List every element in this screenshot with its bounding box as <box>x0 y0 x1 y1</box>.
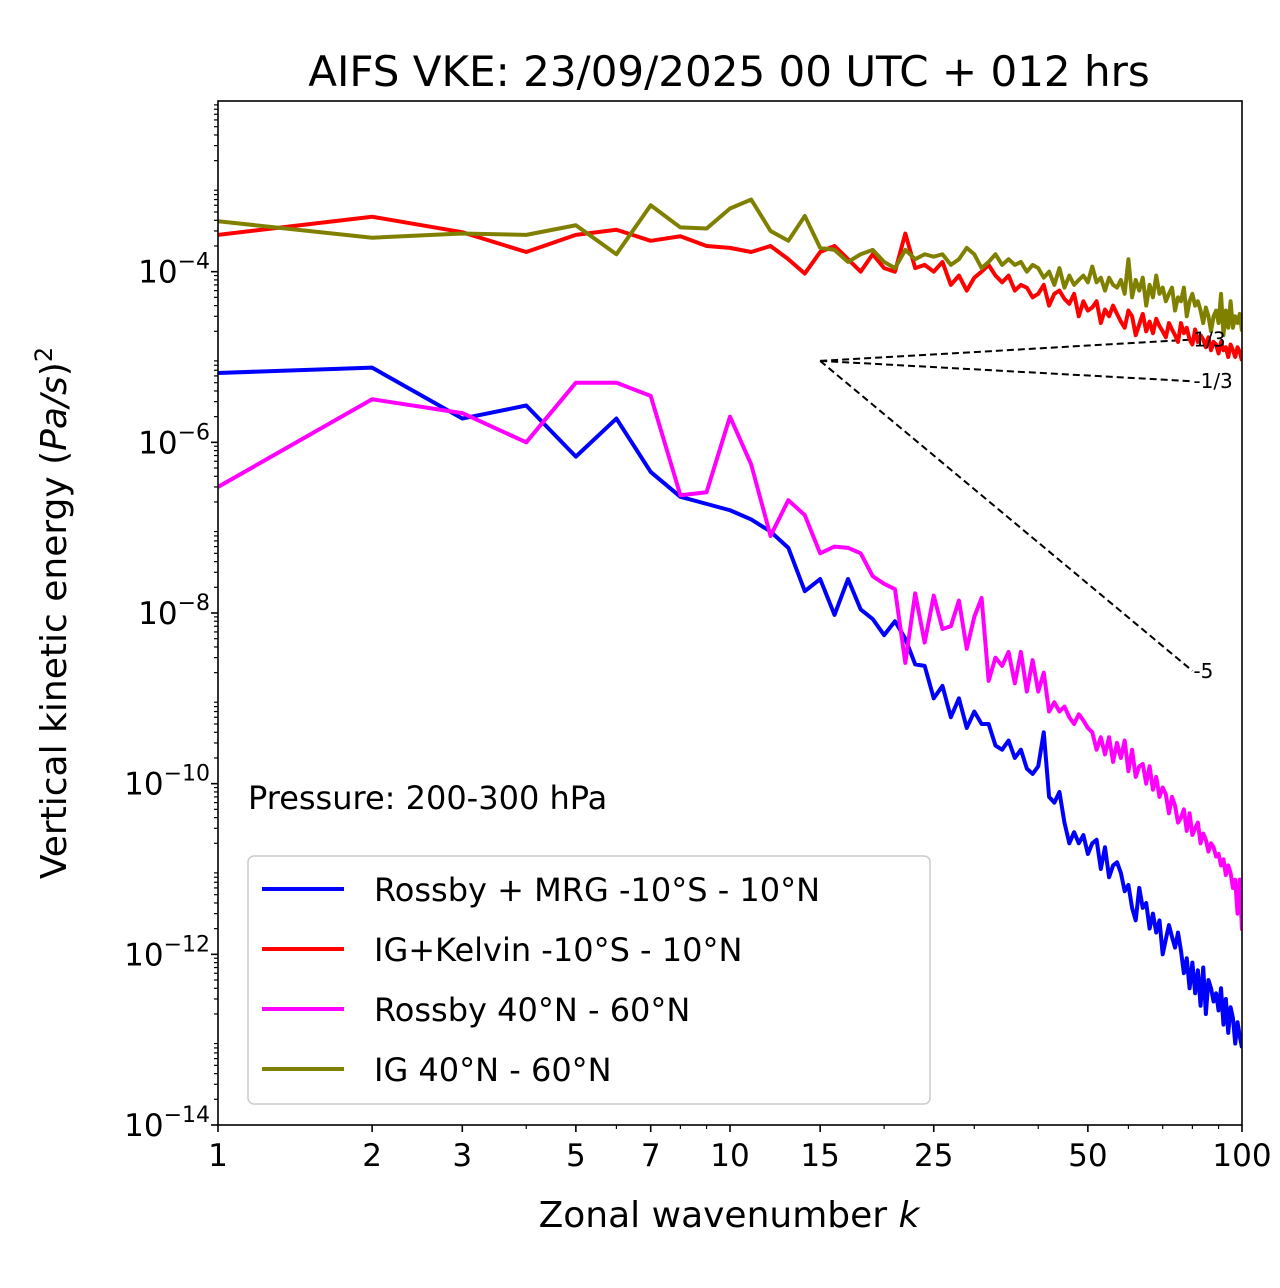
x-tick-label-4: 7 <box>641 1138 661 1174</box>
y-tick-label-3: 10−10 <box>124 762 210 803</box>
legend-label-ig-kelvin: IG+Kelvin -10°S - 10°N <box>374 931 742 969</box>
y-axis-title: Vertical kinetic energy (Pa/s)2 <box>30 347 75 879</box>
slope-line-1 <box>820 359 1193 383</box>
legend-label-ig-midlat: IG 40°N - 60°N <box>374 1051 612 1089</box>
y-tick-exp: −8 <box>178 591 210 616</box>
x-tick-label-0: 1 <box>208 1138 228 1174</box>
x-tick-label-9: 100 <box>1212 1138 1271 1174</box>
y-tick-label-1: 10−6 <box>138 420 210 461</box>
series-line-0 <box>218 365 1242 1049</box>
y-tick-base: 10 <box>138 425 177 461</box>
y-tick-exp: −12 <box>164 932 210 957</box>
legend-label-rossby-mrg: Rossby + MRG -10°S - 10°N <box>374 871 820 909</box>
legend-label-rossby-midlat: Rossby 40°N - 60°N <box>374 991 690 1029</box>
slope-label-2: -5 <box>1193 659 1213 683</box>
x-tick-label-8: 50 <box>1068 1138 1107 1174</box>
x-tick-label-2: 3 <box>452 1138 472 1174</box>
y-tick-base: 10 <box>138 255 177 291</box>
y-tick-exp: −4 <box>178 250 210 275</box>
y-axis-title-var: Pa/s <box>34 376 75 451</box>
slope-label-0: 1/3 <box>1193 328 1225 352</box>
y-axis-title-exp: 2 <box>30 347 58 362</box>
slope-label-1: -1/3 <box>1193 369 1232 393</box>
y-tick-exp: −10 <box>164 762 210 787</box>
y-tick-exp: −14 <box>164 1103 210 1128</box>
series-line-2 <box>218 380 1242 931</box>
series-line-3 <box>218 197 1242 338</box>
y-tick-label-4: 10−12 <box>124 932 210 973</box>
x-tick-label-7: 25 <box>914 1138 953 1174</box>
x-axis-title: Zonal wavenumber k <box>539 1195 922 1236</box>
x-axis-title-text: Zonal wavenumber <box>539 1195 888 1236</box>
x-tick-label-6: 15 <box>800 1138 839 1174</box>
reference-slopes <box>819 338 1194 672</box>
y-tick-label-5: 10−14 <box>124 1103 210 1144</box>
slope-line-2 <box>819 360 1194 672</box>
y-axis-title-close: ) <box>34 362 75 376</box>
pressure-annotation: Pressure: 200-300 hPa <box>248 779 607 817</box>
slope-labels: 1/3 -1/3 -5 <box>1193 328 1232 683</box>
x-tick-label-3: 5 <box>566 1138 586 1174</box>
slope-line-0 <box>820 338 1193 362</box>
x-tick-label-5: 10 <box>710 1138 749 1174</box>
chart-title: AIFS VKE: 23/09/2025 00 UTC + 012 hrs <box>308 47 1150 96</box>
y-tick-base: 10 <box>138 596 177 632</box>
y-tick-base: 10 <box>124 767 163 803</box>
legend-box <box>247 855 931 1105</box>
y-tick-base: 10 <box>124 1108 163 1144</box>
x-tick-label-1: 2 <box>362 1138 382 1174</box>
y-tick-base: 10 <box>124 937 163 973</box>
legend: Rossby + MRG -10°S - 10°N IG+Kelvin -10°… <box>247 855 931 1105</box>
x-axis: 1 2 3 5 7 10 15 25 50 100 <box>208 1125 1272 1174</box>
x-axis-title-var: k <box>899 1195 922 1236</box>
y-axis-title-text: Vertical kinetic energy ( <box>34 451 75 879</box>
y-tick-label-2: 10−8 <box>138 591 210 632</box>
series-line-1 <box>218 214 1242 362</box>
series-group <box>218 197 1242 1049</box>
y-tick-exp: −6 <box>178 420 210 445</box>
y-tick-label-0: 10−4 <box>138 250 210 291</box>
